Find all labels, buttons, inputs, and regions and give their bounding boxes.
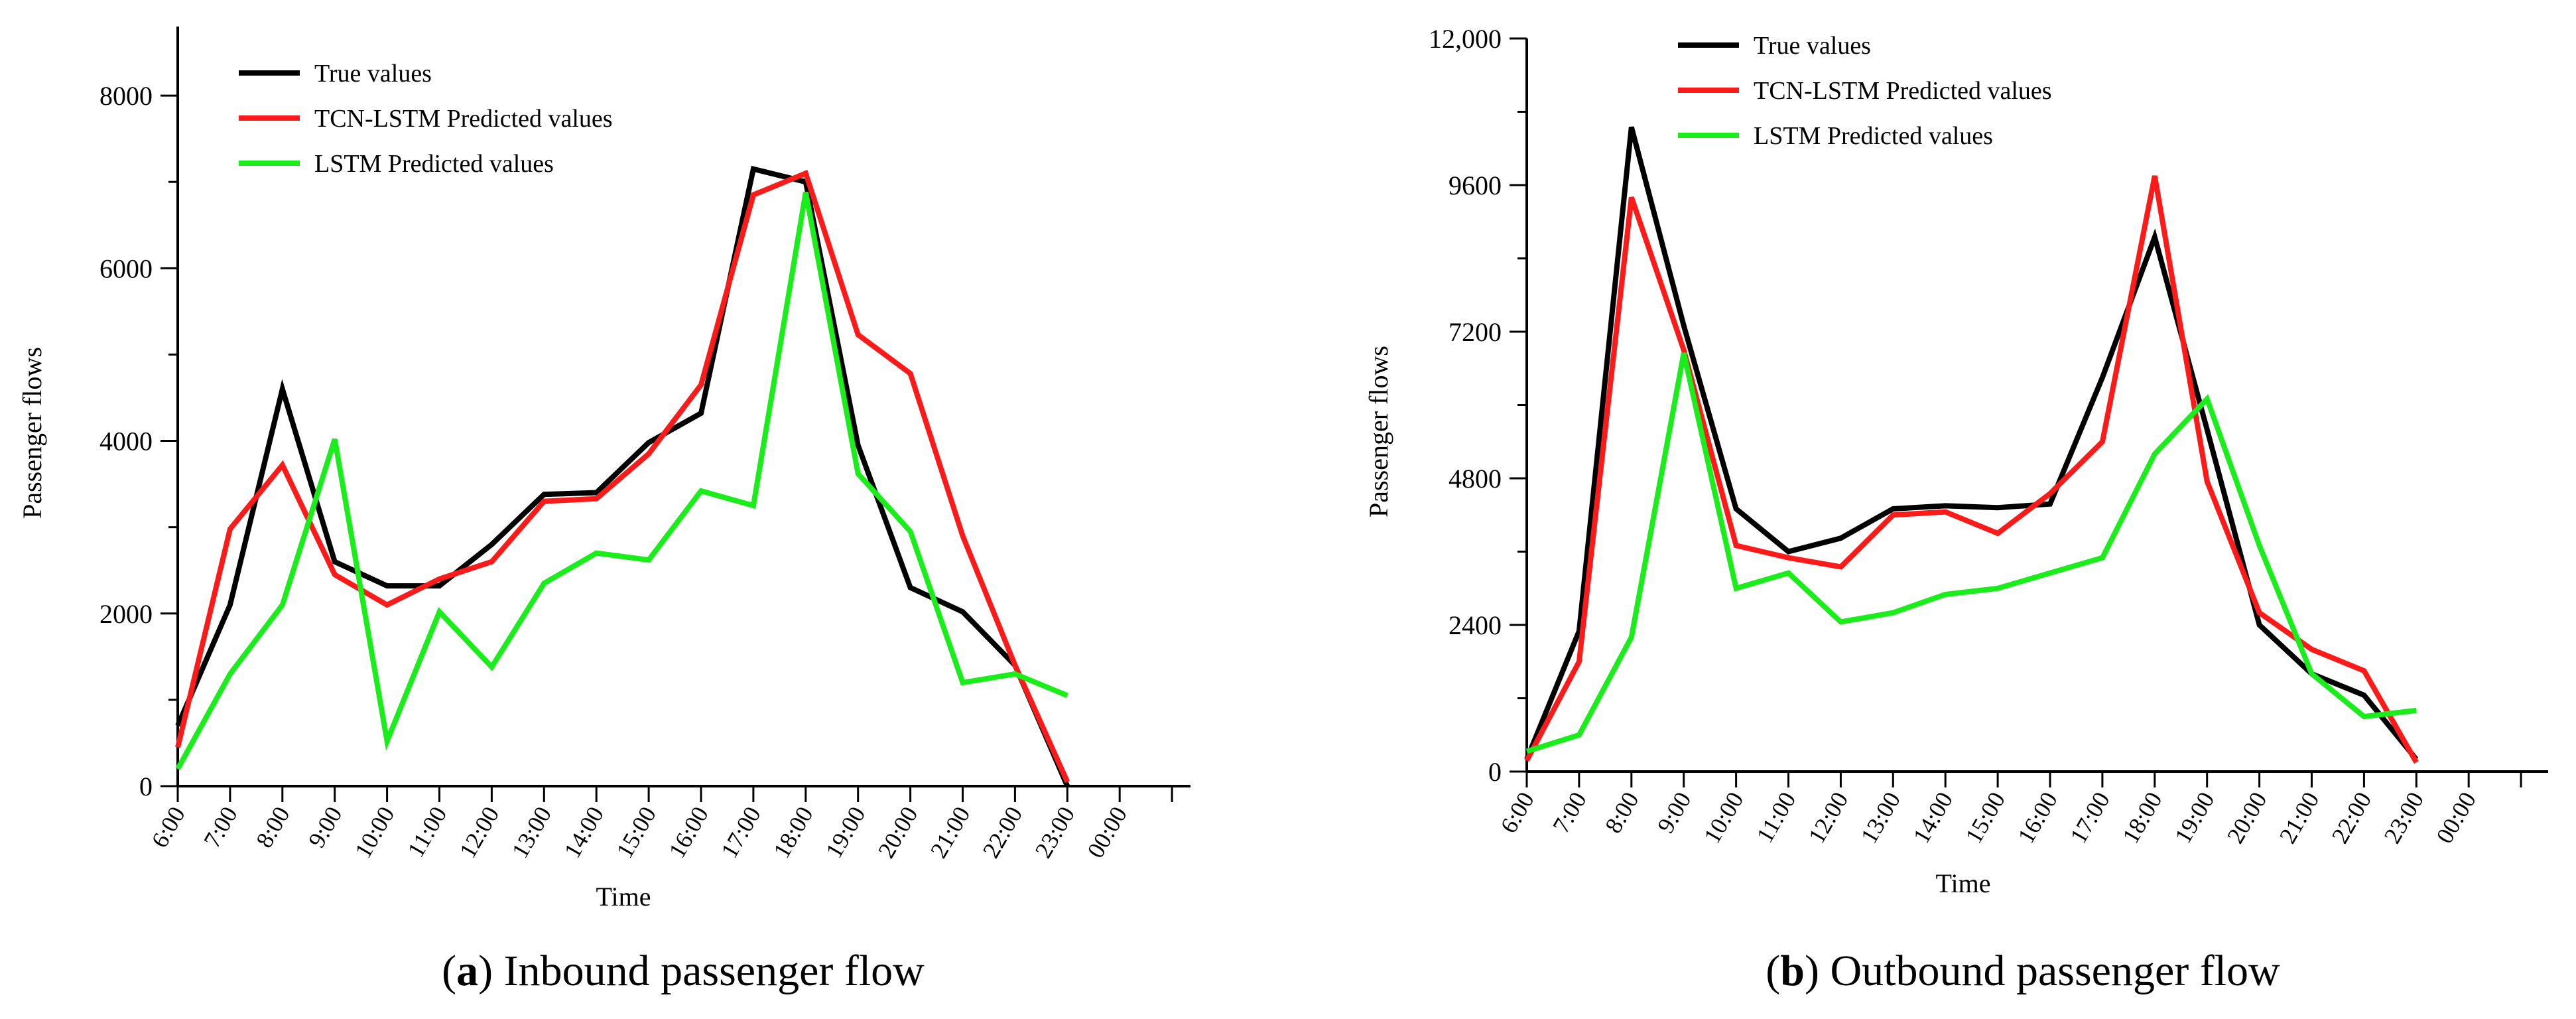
x-tick-label: 9:00 (1652, 787, 1697, 837)
y-tick-label: 7200 (1449, 317, 1502, 347)
caption-letter: a (456, 947, 478, 995)
y-tick-label: 4800 (1449, 464, 1502, 494)
y-tick-label: 12,000 (1429, 24, 1502, 54)
legend-label: TCN-LSTM Predicted values (314, 105, 613, 133)
caption-text: Outbound passenger flow (1819, 947, 2280, 995)
y-tick-label: 4000 (99, 427, 153, 456)
series-line-lstm-predicted-values (1525, 352, 2417, 754)
x-tick-label: 22:00 (2327, 787, 2377, 848)
x-tick-label: 15:00 (611, 802, 661, 862)
x-tick-label: 16:00 (2012, 787, 2063, 848)
x-tick-label: 17:00 (716, 802, 766, 862)
legend-label: LSTM Predicted values (1754, 122, 1993, 150)
x-tick-label: 11:00 (1751, 787, 1801, 847)
x-axis-title: Time (596, 882, 651, 912)
x-tick-label: 21:00 (2274, 787, 2325, 848)
x-tick-label: 00:00 (2431, 787, 2481, 848)
x-tick-label: 21:00 (925, 802, 976, 862)
x-tick-label: 19:00 (2169, 787, 2220, 848)
legend-label: True values (314, 60, 432, 88)
x-tick-label: 7:00 (198, 802, 243, 852)
x-tick-label: 14:00 (558, 802, 609, 862)
x-tick-label: 18:00 (768, 802, 818, 862)
x-tick-label: 23:00 (2379, 787, 2429, 848)
x-tick-label: 6:00 (1495, 787, 1539, 837)
legend-label: TCN-LSTM Predicted values (1754, 77, 2052, 105)
y-tick-label: 0 (1488, 757, 1502, 787)
series-line-true-values (175, 165, 1070, 787)
x-tick-label: 22:00 (978, 802, 1028, 862)
y-axis-title: Passenger flows (17, 347, 47, 519)
x-tick-label: 16:00 (663, 802, 714, 862)
series-line-tcn-lstm-predicted-values (1524, 175, 2419, 764)
x-tick-label: 18:00 (2117, 787, 2167, 848)
series-line-lstm-predicted-values (175, 192, 1068, 770)
x-tick-label: 11:00 (402, 802, 452, 862)
x-tick-label: 17:00 (2065, 787, 2115, 848)
caption-letter: b (1780, 947, 1805, 995)
x-tick-label: 8:00 (251, 802, 295, 852)
y-tick-label: 2400 (1449, 610, 1502, 640)
x-axis-title: Time (1935, 868, 1990, 898)
x-tick-label: 14:00 (1907, 787, 1958, 848)
legend-label: True values (1754, 32, 1871, 60)
x-tick-label: 20:00 (2222, 787, 2272, 848)
x-tick-label: 15:00 (1960, 787, 2010, 848)
y-tick-label: 6000 (99, 253, 153, 283)
series-line-true-values (1524, 126, 2419, 762)
chart-caption: (b) Outbound passenger flow (1766, 947, 2280, 995)
x-tick-label: 10:00 (350, 802, 400, 862)
x-tick-label: 12:00 (1803, 787, 1854, 848)
x-tick-label: 7:00 (1547, 787, 1592, 837)
x-tick-label: 6:00 (146, 802, 190, 852)
x-tick-label: 00:00 (1082, 802, 1132, 862)
legend-label: LSTM Predicted values (314, 150, 554, 178)
series-line-tcn-lstm-predicted-values (175, 169, 1070, 783)
y-tick-label: 9600 (1449, 170, 1502, 200)
x-tick-label: 19:00 (820, 802, 871, 862)
x-tick-label: 8:00 (1600, 787, 1644, 837)
y-tick-label: 2000 (99, 599, 153, 629)
x-tick-label: 20:00 (873, 802, 923, 862)
x-tick-label: 13:00 (1856, 787, 1906, 848)
y-axis-title: Passenger flows (1364, 346, 1393, 517)
chart-caption: (a) Inbound passenger flow (442, 947, 925, 995)
x-tick-label: 23:00 (1030, 802, 1080, 862)
x-tick-label: 13:00 (507, 802, 557, 862)
x-tick-label: 9:00 (303, 802, 348, 852)
x-tick-label: 12:00 (454, 802, 505, 862)
y-tick-label: 8000 (99, 81, 153, 111)
caption-text: Inbound passenger flow (493, 947, 925, 995)
chart-inbound: 0 2000 4000 6000 8000 6:00 7:00 8:00 9:00 10:00 11… (17, 27, 1191, 995)
x-tick-label: 10:00 (1699, 787, 1749, 848)
y-tick-label: 0 (139, 772, 153, 801)
